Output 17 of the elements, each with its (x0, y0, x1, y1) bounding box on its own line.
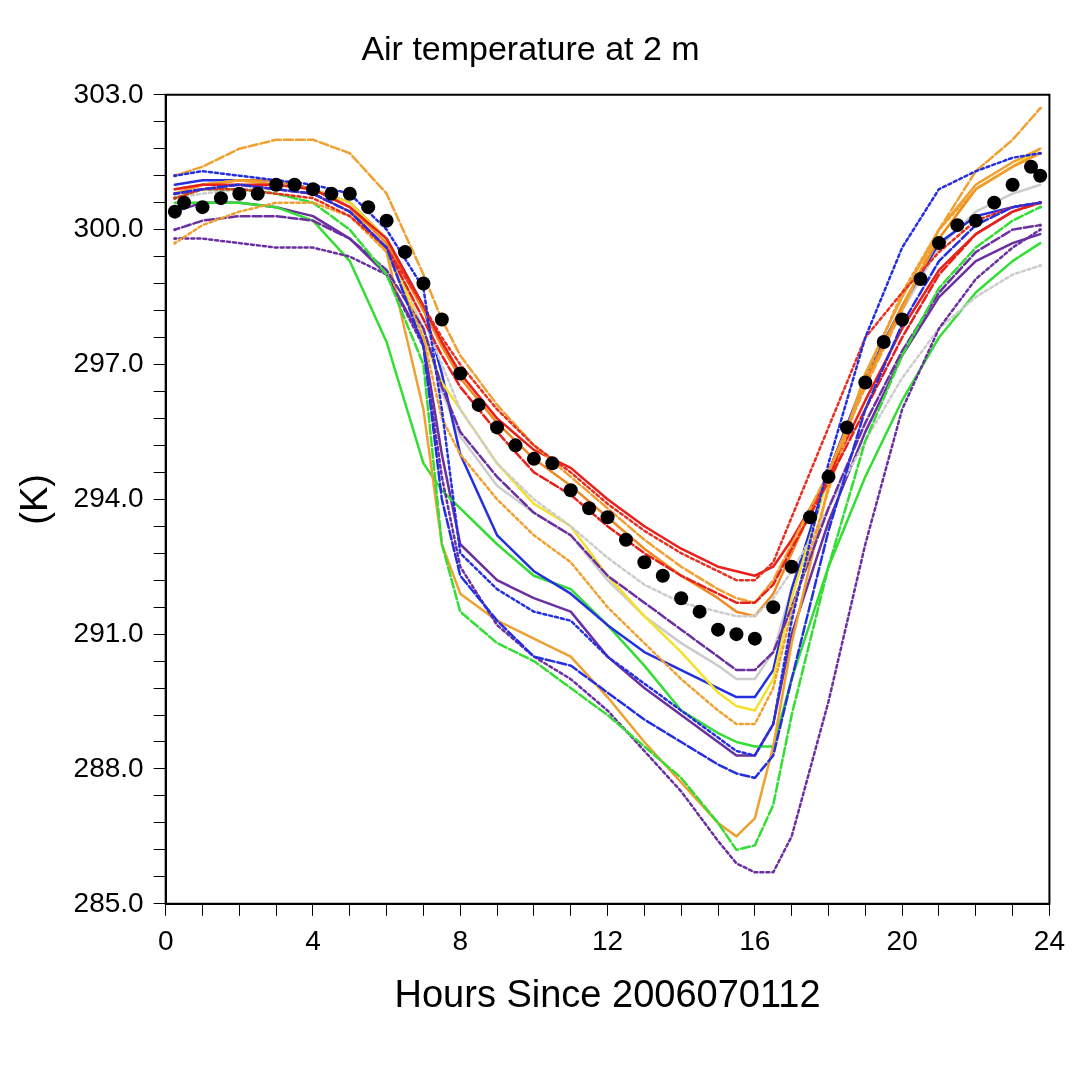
x-tick-label: 8 (452, 925, 469, 957)
x-axis-title: Hours Since 2006070112 (394, 972, 821, 1015)
y-tick-label: 294.0 (73, 482, 144, 514)
y-tick-label: 303.0 (73, 77, 144, 109)
y-tick-label: 285.0 (73, 886, 144, 918)
y-tick-label: 288.0 (73, 751, 144, 783)
x-tick-label: 20 (886, 925, 918, 957)
x-tick-label: 12 (591, 925, 624, 957)
x-tick-label: 4 (305, 925, 321, 957)
x-tick-label: 24 (1033, 925, 1066, 957)
x-tick-label: 16 (739, 925, 771, 957)
x-tick-label: 0 (157, 925, 174, 957)
y-axis-title: (K) (13, 473, 56, 525)
y-tick-label: 297.0 (73, 347, 144, 379)
y-tick-label: 291.0 (73, 616, 144, 648)
chart-title: Air temperature at 2 m (361, 28, 700, 67)
y-tick-label: 300.0 (73, 212, 144, 244)
